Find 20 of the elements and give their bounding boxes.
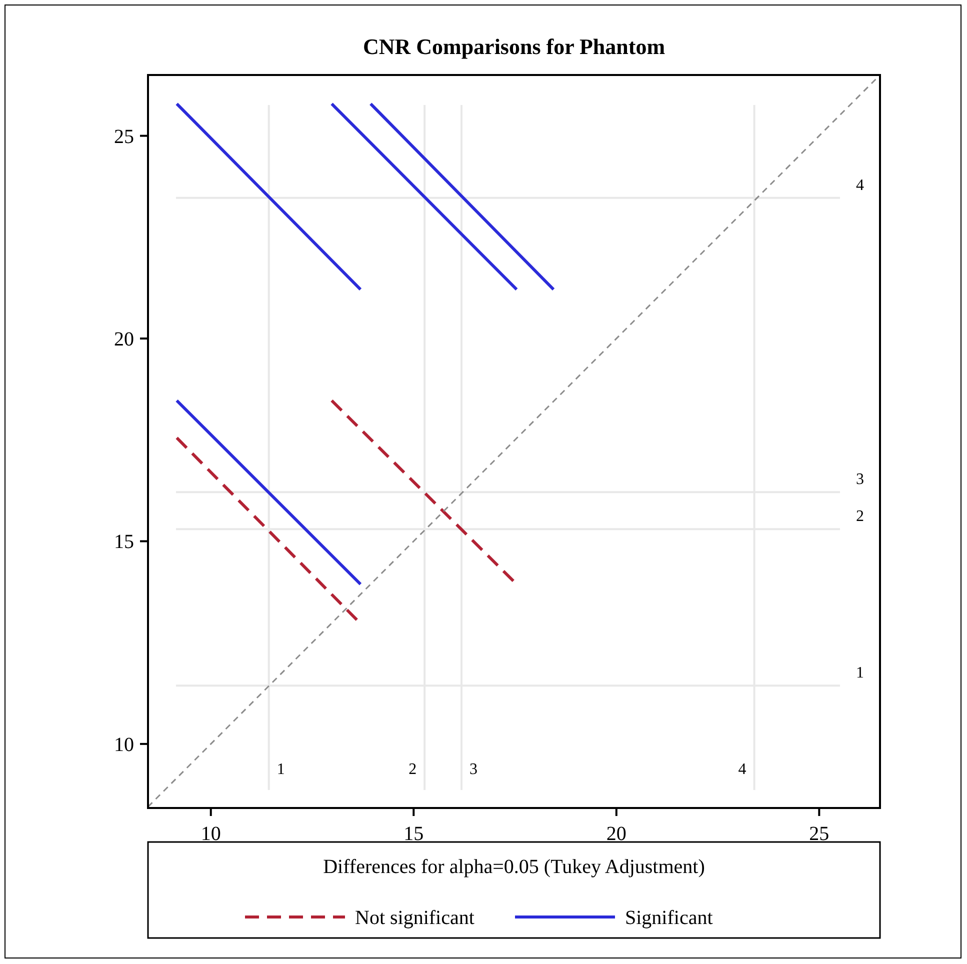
annotation: 4 — [856, 176, 864, 194]
x-tick-label: 20 — [606, 823, 626, 845]
y-tick-label: 10 — [114, 734, 134, 756]
legend-label: Significant — [625, 907, 714, 929]
annotation: 2 — [856, 508, 864, 526]
annotation: 1 — [276, 761, 285, 778]
annotation: 4 — [738, 761, 746, 778]
y-tick-label: 25 — [114, 126, 134, 148]
annotation: 3 — [469, 761, 478, 778]
chart-title: CNR Comparisons for Phantom — [362, 34, 666, 59]
y-tick-label: 20 — [114, 328, 134, 351]
x-tick-label: 25 — [809, 823, 830, 845]
x-tick-label: 15 — [404, 823, 424, 845]
annotation: 2 — [408, 761, 417, 778]
legend-title: Differences for alpha=0.05 (Tukey Adjustment) — [323, 856, 705, 878]
x-tick-label: 10 — [200, 823, 221, 845]
legend-label: Not significant — [355, 907, 475, 929]
y-tick-label: 15 — [114, 531, 134, 554]
annotation: 1 — [856, 664, 864, 682]
annotation: 3 — [856, 471, 864, 488]
